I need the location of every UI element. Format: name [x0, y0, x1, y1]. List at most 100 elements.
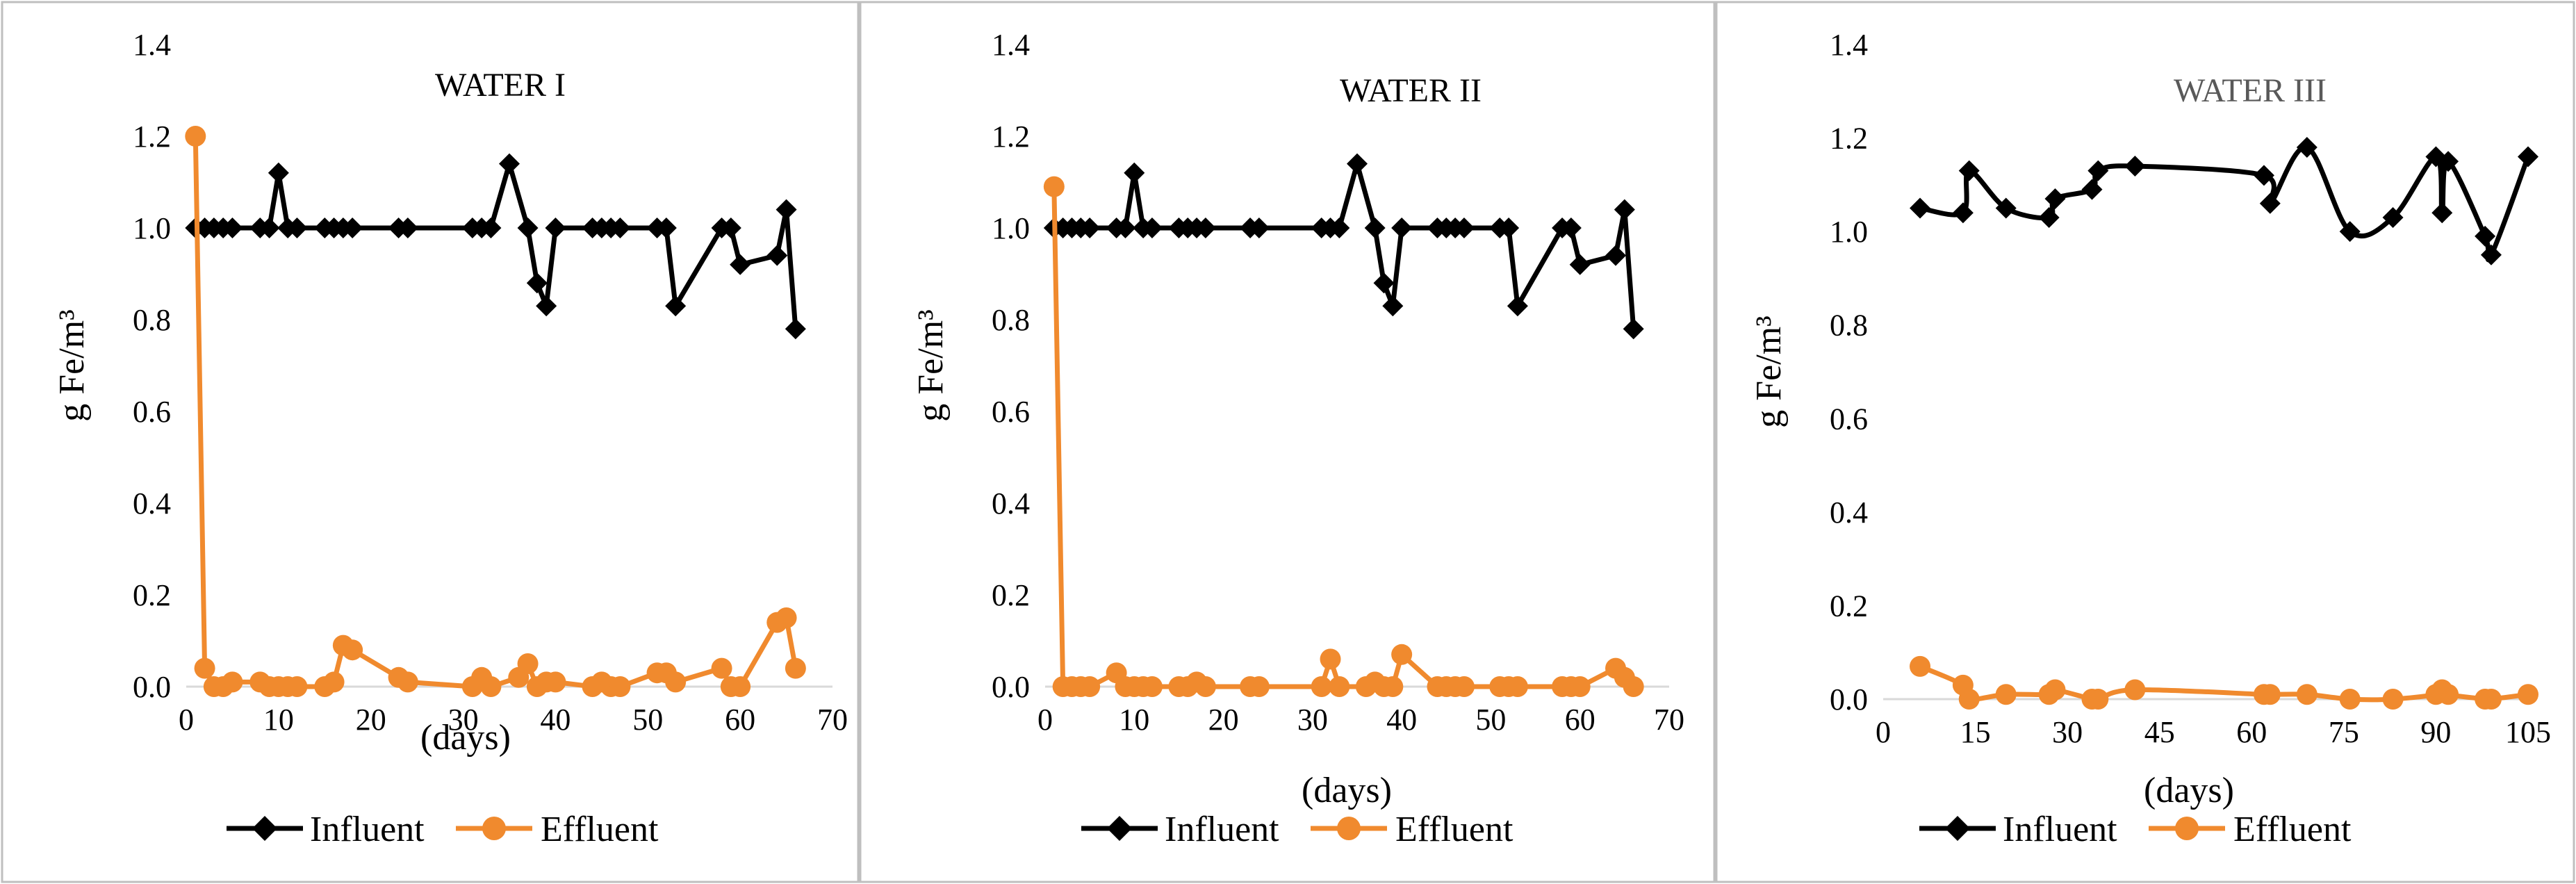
x-tick-label: 40	[540, 703, 571, 737]
legend: Influent Effluent	[227, 810, 659, 849]
y-tick-label: 1.4	[133, 28, 171, 62]
y-tick-label: 1.2	[1830, 122, 1868, 156]
influent-point	[2259, 193, 2281, 214]
effluent-point	[517, 653, 539, 674]
legend-influent-marker	[252, 816, 277, 841]
influent-point	[286, 218, 308, 238]
y-tick-label: 0.2	[992, 578, 1030, 612]
influent-point	[1995, 197, 2017, 219]
x-tick-label: 0	[1037, 703, 1053, 737]
legend-effluent-marker	[2175, 817, 2199, 840]
influent-point	[1329, 218, 1350, 238]
effluent-point	[1391, 644, 1413, 665]
effluent-point	[1329, 676, 1350, 697]
influent-point	[342, 218, 363, 238]
influent-point	[2038, 206, 2060, 228]
x-tick-label: 70	[817, 703, 848, 737]
influent-point	[730, 254, 751, 275]
influent-point	[1391, 218, 1413, 238]
x-tick-label: 70	[1654, 703, 1684, 737]
chart-title: WATER III	[2174, 72, 2327, 109]
influent-point	[2044, 188, 2066, 210]
legend-effluent-label: Effluent	[541, 810, 659, 849]
effluent-point	[2382, 689, 2404, 710]
legend-influent-label: Influent	[1165, 810, 1279, 849]
influent-point	[609, 218, 631, 238]
chart-panel-border	[859, 1, 1716, 883]
chart-panel-border	[1, 1, 860, 883]
y-tick-label: 0.6	[992, 395, 1030, 429]
influent-point	[2087, 160, 2109, 181]
chart-panel-2: 0.0 0.2 0.4 0.6 0.8 1.0 1.2 1.4 0 10 20 30 40 50 60 70 W…	[859, 1, 1716, 883]
influent-point	[1248, 218, 1270, 238]
influent-point	[1124, 162, 1145, 183]
influent-point	[545, 218, 566, 238]
influent-point	[2124, 155, 2146, 177]
effluent-point	[2438, 684, 2459, 705]
influent-point	[1115, 218, 1136, 238]
x-tick-label: 40	[1386, 703, 1417, 737]
effluent-point	[1079, 676, 1101, 697]
effluent-point	[1141, 676, 1163, 697]
x-axis-label: (days)	[2144, 771, 2234, 810]
effluent-point	[711, 657, 732, 679]
effluent-point	[222, 671, 243, 693]
influent-point	[2518, 146, 2538, 167]
influent-point	[1952, 202, 1974, 224]
y-tick-label: 1.4	[992, 28, 1030, 62]
x-axis-label: (days)	[1302, 771, 1392, 810]
influent-point	[1364, 218, 1386, 238]
effluent-point	[185, 126, 206, 147]
effluent-point	[2339, 689, 2361, 710]
effluent-point	[342, 639, 363, 661]
influent-point	[1569, 254, 1591, 275]
influent-point	[536, 295, 557, 317]
influent-point	[517, 218, 539, 238]
influent-point	[2475, 225, 2496, 247]
effluent-point	[1995, 684, 2017, 705]
effluent-point	[2296, 684, 2317, 705]
legend-effluent-marker	[482, 817, 506, 840]
y-tick-label: 0.8	[1830, 309, 1868, 343]
y-tick-label: 0.4	[1830, 496, 1868, 530]
legend-effluent-label: Effluent	[2233, 810, 2352, 849]
effluent-point	[609, 676, 631, 697]
effluent-point	[2044, 679, 2066, 701]
effluent-point	[194, 657, 215, 679]
influent-point	[259, 218, 280, 238]
x-tick-label: 60	[725, 703, 755, 737]
legend: Influent Effluent	[1081, 810, 1513, 849]
influent-point	[2438, 151, 2459, 172]
x-tick-label: 10	[263, 703, 294, 737]
influent-point	[1347, 153, 1368, 174]
y-tick-label: 0.6	[1830, 402, 1868, 436]
legend-influent-label: Influent	[310, 810, 425, 849]
y-tick-label: 0.4	[992, 486, 1030, 521]
influent-point	[1079, 218, 1101, 238]
legend-influent-marker	[1945, 816, 1970, 841]
influent-point	[1382, 295, 1404, 317]
effluent-point	[2518, 684, 2538, 705]
effluent-point	[480, 676, 502, 697]
influent-point	[2480, 244, 2502, 265]
y-tick-label: 1.0	[1830, 215, 1868, 249]
effluent-point	[730, 676, 751, 697]
x-tick-label: 50	[1475, 703, 1506, 737]
y-tick-label: 0.4	[133, 486, 171, 521]
effluent-point	[1248, 676, 1270, 697]
effluent-point	[2087, 689, 2109, 710]
influent-point	[1373, 272, 1395, 294]
effluent-point	[1311, 676, 1332, 697]
influent-point	[1141, 218, 1163, 238]
x-tick-label: 10	[1119, 703, 1149, 737]
effluent-point	[1320, 648, 1341, 670]
effluent-point	[1195, 676, 1216, 697]
influent-point	[1560, 218, 1582, 238]
y-tick-label: 0.2	[1830, 589, 1868, 623]
influent-point	[1507, 295, 1528, 317]
influent-point	[397, 218, 418, 238]
effluent-point	[397, 671, 418, 693]
influent-point	[268, 162, 289, 183]
chart-title: WATER I	[435, 67, 566, 104]
